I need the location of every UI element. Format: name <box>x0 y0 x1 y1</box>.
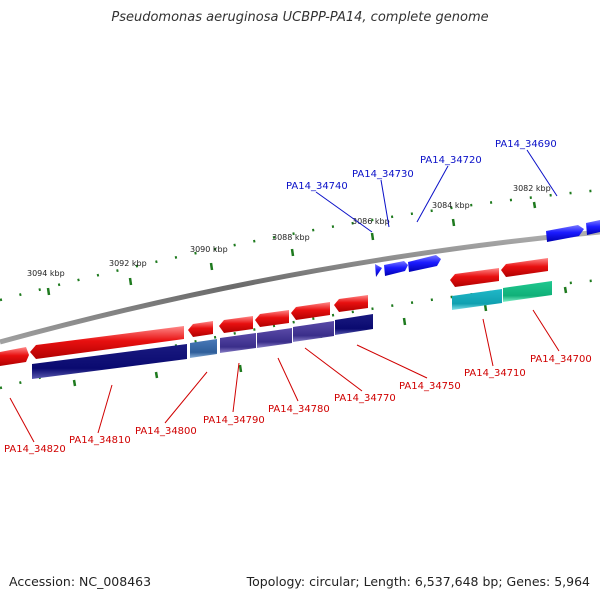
reverse-gene[interactable] <box>219 316 253 333</box>
gene-block[interactable] <box>190 339 217 358</box>
forward-gene[interactable] <box>384 261 408 276</box>
leader-line <box>416 165 449 223</box>
gene-label[interactable]: PA14_34720 <box>420 155 482 166</box>
reverse-gene[interactable] <box>255 310 289 327</box>
gene-label[interactable]: PA14_34740 <box>286 181 348 192</box>
gene-label[interactable]: PA14_34710 <box>464 368 526 379</box>
reverse-gene[interactable] <box>334 295 368 312</box>
gene-label[interactable]: PA14_34800 <box>135 426 197 437</box>
leader-line <box>277 357 299 402</box>
reverse-gene[interactable] <box>30 326 184 359</box>
leader-line <box>97 384 113 434</box>
leader-line <box>482 318 494 367</box>
leader-line <box>232 362 240 413</box>
major-tick <box>72 379 77 387</box>
tick-label: 3086 kbp <box>352 217 390 226</box>
gene-block[interactable] <box>32 344 187 379</box>
gene-block[interactable] <box>335 314 373 335</box>
major-tick <box>402 317 407 326</box>
reverse-gene[interactable] <box>501 258 548 277</box>
gene-block[interactable] <box>503 281 552 302</box>
gene-block[interactable] <box>257 328 292 348</box>
gene-label[interactable]: PA14_34770 <box>334 393 396 404</box>
major-tick <box>451 218 456 227</box>
tick-label: 3082 kbp <box>513 184 551 193</box>
forward-tick-track <box>0 188 600 302</box>
leader-line <box>9 397 35 443</box>
reverse-genes <box>0 258 548 366</box>
leader-line <box>304 347 363 392</box>
major-tick <box>370 232 375 241</box>
gene-label[interactable]: PA14_34790 <box>203 415 265 426</box>
leader-line <box>380 179 390 228</box>
tick-label: 3094 kbp <box>27 269 65 278</box>
gene-block[interactable] <box>452 289 502 310</box>
forward-genes <box>375 220 600 277</box>
major-tick <box>128 277 133 286</box>
major-tick <box>238 364 243 373</box>
leader-line <box>356 344 428 379</box>
gene-label[interactable]: PA14_34730 <box>352 169 414 180</box>
map-title: Pseudomonas aeruginosa UCBPP-PA14, compl… <box>111 10 489 25</box>
genome-backbone <box>0 229 600 345</box>
forward-gene[interactable] <box>375 264 382 277</box>
gene-label[interactable]: PA14_34780 <box>268 404 330 415</box>
gene-label[interactable]: PA14_34810 <box>69 435 131 446</box>
major-tick <box>46 287 51 296</box>
tick-label: 3092 kbp <box>109 259 147 268</box>
gene-label[interactable]: PA14_34690 <box>495 139 557 150</box>
topology-text: Topology: circular; Length: 6,537,648 bp… <box>246 574 590 589</box>
tick-label: 3090 kbp <box>190 245 228 254</box>
major-tick <box>532 201 537 209</box>
gene-label[interactable]: PA14_34700 <box>530 354 592 365</box>
leader-line <box>532 309 560 352</box>
reverse-gene-blocks <box>32 281 552 379</box>
forward-gene[interactable] <box>546 225 584 242</box>
reverse-gene[interactable] <box>188 321 213 337</box>
major-tick <box>154 371 159 379</box>
accession-text: Accession: NC_008463 <box>9 574 152 589</box>
gene-label[interactable]: PA14_34820 <box>4 444 66 455</box>
leader-line <box>526 149 558 197</box>
forward-leaders <box>315 149 558 233</box>
tick-label: 3088 kbp <box>272 233 310 242</box>
leader-line <box>315 191 373 233</box>
tick-label: 3084 kbp <box>432 201 470 210</box>
gene-block[interactable] <box>220 333 256 353</box>
gene-label[interactable]: PA14_34750 <box>399 381 461 392</box>
gene-block[interactable] <box>293 321 334 342</box>
reverse-leaders <box>9 309 560 443</box>
major-tick <box>563 286 568 294</box>
major-tick <box>290 248 295 257</box>
forward-gene[interactable] <box>408 255 441 272</box>
reverse-gene[interactable] <box>0 347 29 366</box>
reverse-gene[interactable] <box>450 268 499 287</box>
forward-gene[interactable] <box>586 220 600 235</box>
reverse-gene[interactable] <box>291 302 330 320</box>
major-tick <box>209 262 214 271</box>
leader-line <box>164 371 208 424</box>
